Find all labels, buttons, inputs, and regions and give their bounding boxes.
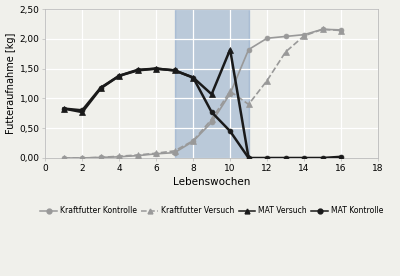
MAT Kontrolle <box>302 156 306 160</box>
MAT Versuch <box>98 87 103 90</box>
MAT Kontrolle <box>265 156 270 160</box>
Kraftfutter Versuch <box>246 103 251 106</box>
MAT Versuch <box>209 92 214 96</box>
Kraftfutter Versuch <box>172 149 177 153</box>
Kraftfutter Kontrolle <box>98 156 103 159</box>
MAT Kontrolle <box>117 74 122 78</box>
Kraftfutter Versuch <box>154 152 158 155</box>
Kraftfutter Kontrolle <box>154 152 158 155</box>
Kraftfutter Versuch <box>265 79 270 82</box>
Line: Kraftfutter Versuch: Kraftfutter Versuch <box>61 26 344 161</box>
Legend: Kraftfutter Kontrolle, Kraftfutter Versuch, MAT Versuch, MAT Kontrolle: Kraftfutter Kontrolle, Kraftfutter Versu… <box>40 206 383 216</box>
MAT Versuch <box>228 48 232 51</box>
MAT Kontrolle <box>98 86 103 89</box>
Kraftfutter Kontrolle <box>135 154 140 157</box>
MAT Kontrolle <box>154 67 158 70</box>
Line: MAT Kontrolle: MAT Kontrolle <box>61 66 344 160</box>
MAT Versuch <box>61 107 66 110</box>
MAT Versuch <box>154 67 158 70</box>
MAT Kontrolle <box>209 110 214 114</box>
MAT Kontrolle <box>246 156 251 160</box>
Kraftfutter Versuch <box>228 90 232 93</box>
Y-axis label: Futteraufnahme [kg]: Futteraufnahme [kg] <box>6 33 16 134</box>
Kraftfutter Kontrolle <box>228 92 232 95</box>
Kraftfutter Kontrolle <box>265 37 270 40</box>
Kraftfutter Kontrolle <box>117 155 122 158</box>
Line: MAT Versuch: MAT Versuch <box>60 46 252 161</box>
Kraftfutter Versuch <box>283 50 288 54</box>
Kraftfutter Kontrolle <box>80 156 85 160</box>
Kraftfutter Versuch <box>320 28 325 31</box>
MAT Versuch <box>172 69 177 72</box>
Kraftfutter Versuch <box>135 153 140 157</box>
MAT Versuch <box>117 74 122 78</box>
MAT Kontrolle <box>191 76 196 79</box>
Kraftfutter Kontrolle <box>339 28 344 31</box>
MAT Kontrolle <box>80 109 85 112</box>
Kraftfutter Kontrolle <box>209 121 214 124</box>
Kraftfutter Kontrolle <box>246 48 251 51</box>
MAT Kontrolle <box>283 156 288 160</box>
MAT Kontrolle <box>61 107 66 110</box>
Kraftfutter Kontrolle <box>172 151 177 154</box>
Line: Kraftfutter Kontrolle: Kraftfutter Kontrolle <box>61 27 344 160</box>
Bar <box>175 9 248 158</box>
Kraftfutter Versuch <box>80 156 85 160</box>
Kraftfutter Kontrolle <box>191 140 196 143</box>
MAT Versuch <box>135 68 140 71</box>
Kraftfutter Versuch <box>61 156 66 160</box>
Kraftfutter Versuch <box>302 34 306 38</box>
MAT Kontrolle <box>320 156 325 160</box>
Kraftfutter Versuch <box>191 139 196 142</box>
MAT Kontrolle <box>228 129 232 133</box>
MAT Kontrolle <box>339 155 344 158</box>
MAT Versuch <box>191 76 196 79</box>
Kraftfutter Kontrolle <box>283 35 288 38</box>
Kraftfutter Versuch <box>209 118 214 121</box>
MAT Versuch <box>246 156 251 160</box>
MAT Versuch <box>80 110 85 114</box>
Kraftfutter Versuch <box>98 156 103 159</box>
Kraftfutter Kontrolle <box>320 28 325 31</box>
MAT Kontrolle <box>135 69 140 72</box>
Kraftfutter Kontrolle <box>61 156 66 160</box>
X-axis label: Lebenswochen: Lebenswochen <box>173 177 250 187</box>
Kraftfutter Versuch <box>117 155 122 158</box>
Kraftfutter Versuch <box>339 29 344 32</box>
MAT Kontrolle <box>172 69 177 72</box>
Kraftfutter Kontrolle <box>302 33 306 36</box>
